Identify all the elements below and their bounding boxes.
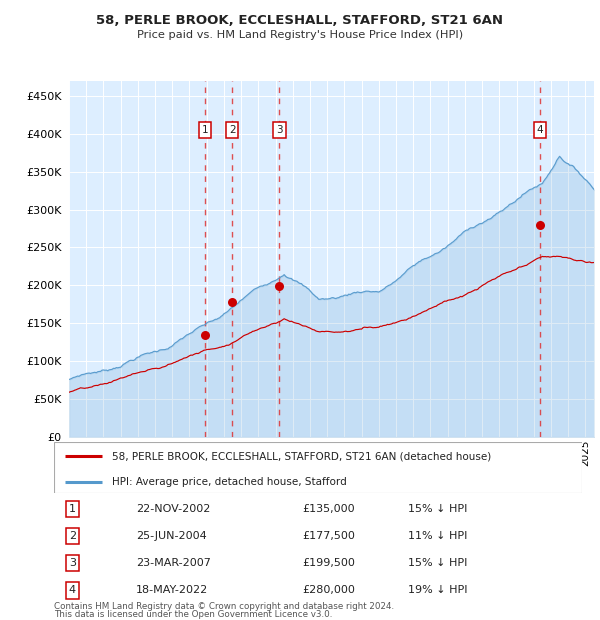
Text: 19% ↓ HPI: 19% ↓ HPI	[408, 585, 467, 595]
Text: HPI: Average price, detached house, Stafford: HPI: Average price, detached house, Staf…	[112, 477, 347, 487]
Text: £177,500: £177,500	[302, 531, 355, 541]
Text: £135,000: £135,000	[302, 504, 355, 514]
Text: 15% ↓ HPI: 15% ↓ HPI	[408, 558, 467, 569]
Text: 25-JUN-2004: 25-JUN-2004	[136, 531, 206, 541]
Text: 15% ↓ HPI: 15% ↓ HPI	[408, 504, 467, 514]
Text: 2: 2	[69, 531, 76, 541]
Text: Price paid vs. HM Land Registry's House Price Index (HPI): Price paid vs. HM Land Registry's House …	[137, 30, 463, 40]
Text: 22-NOV-2002: 22-NOV-2002	[136, 504, 210, 514]
Text: Contains HM Land Registry data © Crown copyright and database right 2024.: Contains HM Land Registry data © Crown c…	[54, 602, 394, 611]
Text: 58, PERLE BROOK, ECCLESHALL, STAFFORD, ST21 6AN (detached house): 58, PERLE BROOK, ECCLESHALL, STAFFORD, S…	[112, 451, 491, 461]
Text: 2: 2	[229, 125, 235, 135]
Text: 11% ↓ HPI: 11% ↓ HPI	[408, 531, 467, 541]
Text: 1: 1	[69, 504, 76, 514]
FancyBboxPatch shape	[54, 442, 582, 493]
Text: £199,500: £199,500	[302, 558, 355, 569]
Text: 58, PERLE BROOK, ECCLESHALL, STAFFORD, ST21 6AN: 58, PERLE BROOK, ECCLESHALL, STAFFORD, S…	[97, 14, 503, 27]
Text: 4: 4	[537, 125, 544, 135]
Text: 23-MAR-2007: 23-MAR-2007	[136, 558, 211, 569]
Text: 3: 3	[69, 558, 76, 569]
Text: 18-MAY-2022: 18-MAY-2022	[136, 585, 208, 595]
Text: 1: 1	[202, 125, 208, 135]
Text: 4: 4	[69, 585, 76, 595]
Text: 3: 3	[276, 125, 283, 135]
Text: £280,000: £280,000	[302, 585, 355, 595]
Text: This data is licensed under the Open Government Licence v3.0.: This data is licensed under the Open Gov…	[54, 610, 332, 619]
